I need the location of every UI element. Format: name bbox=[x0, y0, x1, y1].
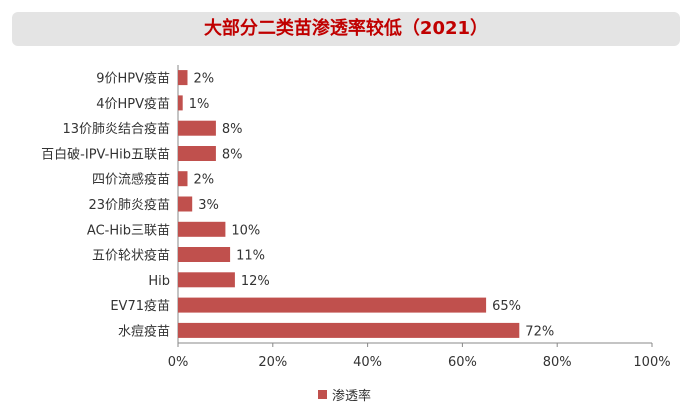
category-label: 四价流感疫苗 bbox=[92, 172, 170, 188]
data-label: 10% bbox=[231, 223, 260, 238]
bar bbox=[178, 297, 487, 313]
data-label: 12% bbox=[241, 274, 270, 289]
data-label: 2% bbox=[194, 173, 215, 188]
bar bbox=[178, 221, 226, 237]
category-label: 23价肺炎疫苗 bbox=[88, 197, 170, 213]
data-label: 11% bbox=[236, 249, 265, 264]
category-label: 4价HPV疫苗 bbox=[96, 96, 170, 112]
data-label: 2% bbox=[194, 72, 215, 87]
category-label: 百白破-IPV-Hib五联苗 bbox=[41, 147, 170, 163]
bar bbox=[178, 171, 188, 187]
legend: 渗透率 bbox=[318, 385, 372, 404]
bar bbox=[178, 322, 520, 338]
category-label: Hib bbox=[148, 274, 170, 289]
category-label: EV71疫苗 bbox=[110, 298, 170, 314]
bar bbox=[178, 196, 193, 212]
bar bbox=[178, 95, 183, 111]
data-label: 1% bbox=[189, 97, 210, 112]
category-label: 五价轮状疫苗 bbox=[92, 248, 170, 264]
category-label: AC-Hib三联苗 bbox=[87, 223, 170, 238]
x-tick-label: 20% bbox=[258, 355, 287, 370]
bar bbox=[178, 146, 216, 161]
category-label: 13价肺炎结合疫苗 bbox=[62, 121, 170, 137]
data-label: 65% bbox=[492, 299, 521, 314]
legend-swatch bbox=[318, 389, 327, 399]
title-bar: 大部分二类苗渗透率较低（2021） bbox=[12, 12, 680, 46]
data-label: 3% bbox=[198, 198, 219, 213]
x-tick-label: 100% bbox=[633, 355, 670, 370]
data-label: 72% bbox=[525, 324, 554, 339]
data-label: 8% bbox=[222, 122, 243, 137]
bar bbox=[178, 247, 231, 262]
bar bbox=[178, 120, 216, 136]
data-label: 8% bbox=[222, 148, 243, 163]
category-label: 水痘疫苗 bbox=[118, 323, 170, 339]
legend-label: 渗透率 bbox=[332, 388, 372, 404]
x-tick-label: 80% bbox=[543, 355, 572, 370]
bar bbox=[178, 70, 188, 86]
chart-title: 大部分二类苗渗透率较低（2021） bbox=[203, 18, 489, 39]
x-tick-label: 40% bbox=[353, 355, 382, 370]
category-label: 9价HPV疫苗 bbox=[96, 71, 170, 87]
x-tick-label: 60% bbox=[448, 355, 477, 370]
x-tick-label: 0% bbox=[168, 355, 189, 370]
bar bbox=[178, 272, 235, 288]
